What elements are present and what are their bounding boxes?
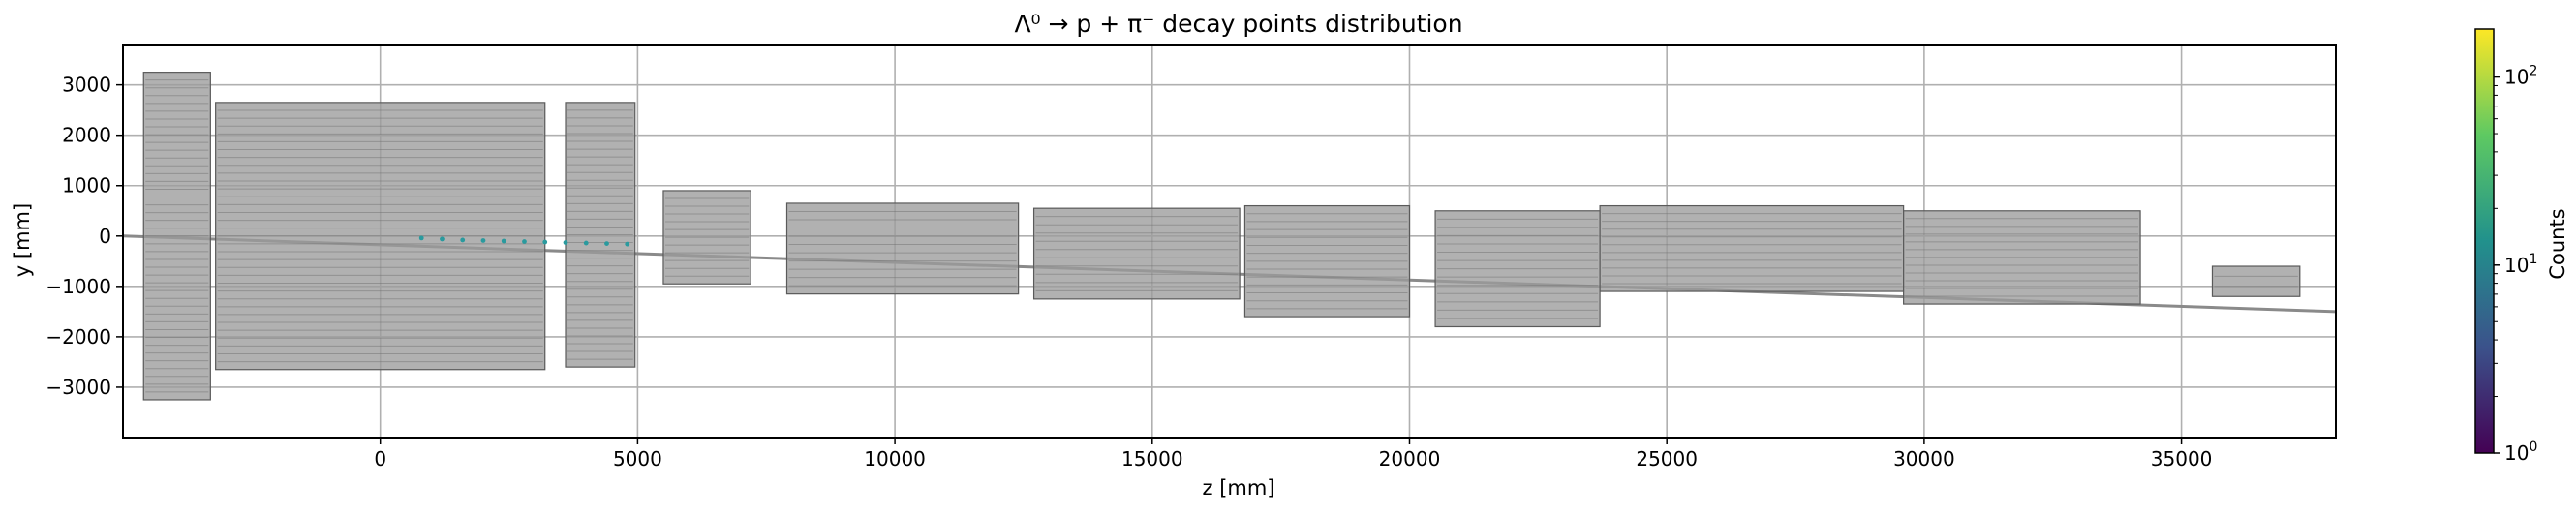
detector-component <box>1600 206 1904 291</box>
y-tick-label: −3000 <box>46 376 111 399</box>
decay-point <box>460 238 465 243</box>
x-tick-label: 15000 <box>1121 447 1183 470</box>
decay-point <box>625 242 629 247</box>
x-tick-label: 10000 <box>864 447 926 470</box>
x-tick-label: 30000 <box>1893 447 1955 470</box>
y-tick-label: 3000 <box>62 74 111 97</box>
y-axis-label: y [mm] <box>11 203 34 277</box>
decay-point <box>584 241 589 246</box>
detector-component <box>1034 208 1241 299</box>
decay-point <box>564 240 568 245</box>
x-tick-label: 35000 <box>2151 447 2213 470</box>
y-tick-label: 1000 <box>62 174 111 197</box>
x-tick-label: 20000 <box>1379 447 1441 470</box>
decay-point <box>604 241 609 246</box>
x-axis-label: z [mm] <box>1203 476 1275 500</box>
detector-component <box>787 203 1019 294</box>
x-axis: 0 5000 10000 15000 20000 25000 30000 35000 <box>374 438 2212 470</box>
colorbar-ticks: 100 101 102 <box>2494 64 2537 465</box>
x-tick-label: 25000 <box>1636 447 1698 470</box>
colorbar-tick-label: 100 <box>2504 440 2537 465</box>
decay-point <box>502 239 506 244</box>
y-axis: −3000 −2000 −1000 0 1000 2000 3000 <box>46 74 123 399</box>
y-tick-label: −2000 <box>46 325 111 349</box>
decay-point <box>440 237 445 242</box>
decay-point <box>419 235 424 240</box>
decay-point <box>542 240 547 245</box>
decay-point <box>481 238 486 243</box>
decay-point <box>522 239 527 244</box>
x-tick-label: 5000 <box>613 447 662 470</box>
x-tick-label: 0 <box>374 447 386 470</box>
y-tick-label: −1000 <box>46 275 111 298</box>
detector-outline <box>123 73 2336 400</box>
colorbar-tick-label: 102 <box>2504 64 2537 89</box>
colorbar-tick-label: 101 <box>2504 252 2537 277</box>
y-tick-label: 2000 <box>62 124 111 147</box>
colorbar-label: Counts <box>2546 208 2569 279</box>
detector-component <box>2212 266 2299 296</box>
colorbar <box>2475 29 2494 453</box>
y-tick-label: 0 <box>99 225 111 248</box>
chart-title: Λ⁰ → p + π⁻ decay points distribution <box>1014 10 1462 38</box>
